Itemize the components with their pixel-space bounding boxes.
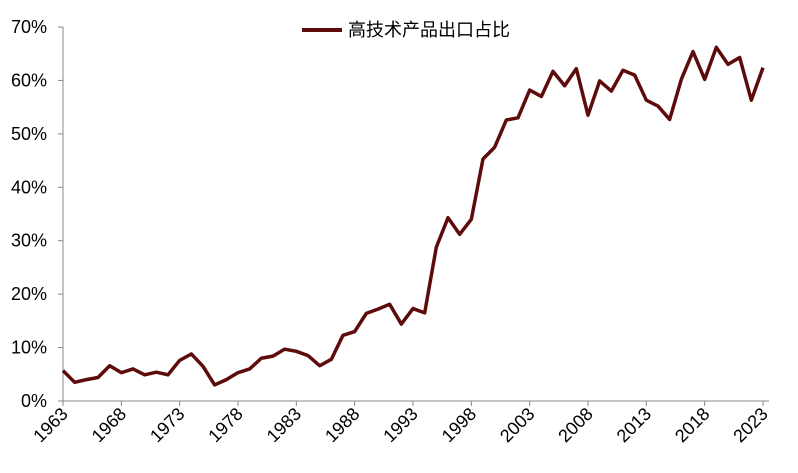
x-tick-label: 2013	[613, 404, 655, 446]
y-tick-label: 70%	[11, 17, 47, 37]
x-tick-label: 1968	[88, 404, 130, 446]
y-tick-label: 40%	[11, 177, 47, 197]
x-tick-label: 1973	[146, 404, 188, 446]
x-tick-label: 2008	[554, 404, 596, 446]
y-tick-label: 60%	[11, 70, 47, 90]
data-line	[61, 45, 765, 387]
legend-label: 高技术产品出口占比	[348, 20, 510, 40]
y-tick-label: 0%	[21, 391, 47, 411]
x-tick-label: 2023	[729, 404, 771, 446]
x-tick-label: 1988	[321, 404, 363, 446]
y-tick-label: 30%	[11, 231, 47, 251]
x-tick-label: 1978	[204, 404, 246, 446]
x-tick-label: 2003	[496, 404, 538, 446]
x-tick-label: 2018	[671, 404, 713, 446]
x-tick-label: 1983	[263, 404, 305, 446]
y-tick-label: 10%	[11, 338, 47, 358]
y-tick-label: 20%	[11, 284, 47, 304]
y-tick-label: 50%	[11, 124, 47, 144]
x-tick-label: 1993	[379, 404, 421, 446]
x-tick-label: 1998	[438, 404, 480, 446]
